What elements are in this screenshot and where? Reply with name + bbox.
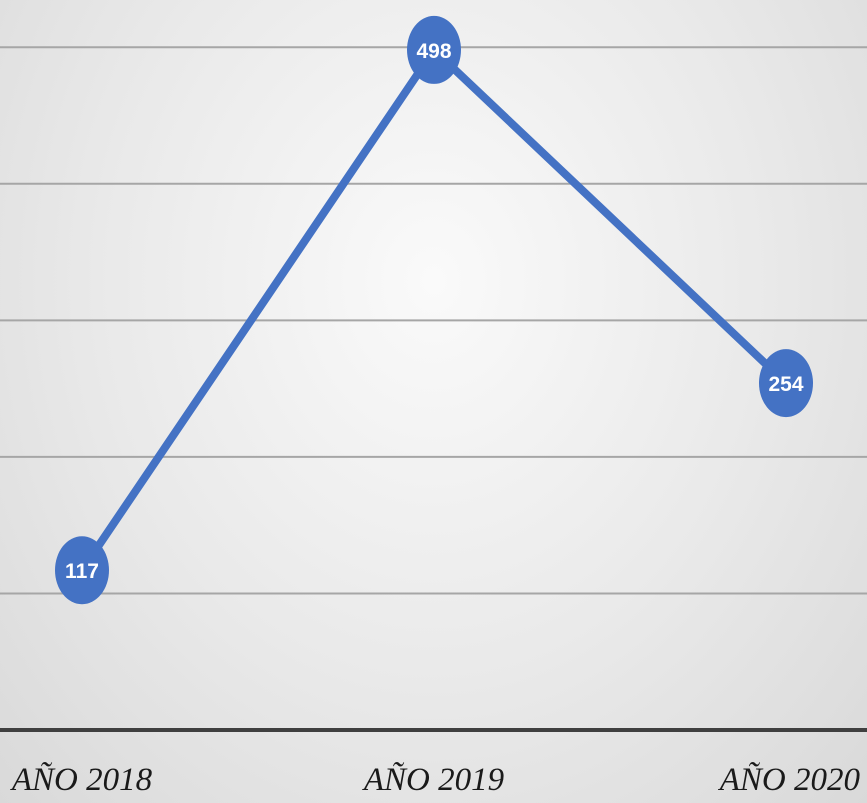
point-marker bbox=[55, 536, 109, 605]
data-label: 498 bbox=[416, 40, 451, 63]
data-points: 117 498 254 bbox=[55, 15, 813, 605]
x-axis-tick-labels: AÑO 2018 AÑO 2019 AÑO 2020 bbox=[10, 761, 861, 798]
gridlines bbox=[0, 46, 867, 595]
x-tick-label: AÑO 2020 bbox=[718, 761, 861, 798]
data-point-3: 254 bbox=[759, 349, 813, 418]
series-layer bbox=[78, 45, 790, 575]
data-point-1: 117 bbox=[55, 536, 109, 605]
series-line bbox=[78, 45, 790, 575]
data-label: 117 bbox=[65, 560, 99, 583]
point-marker bbox=[407, 15, 461, 84]
point-marker bbox=[759, 349, 813, 418]
data-label: 254 bbox=[768, 373, 803, 396]
x-tick-label: AÑO 2018 bbox=[10, 761, 153, 798]
data-point-2: 498 bbox=[407, 15, 461, 84]
x-tick-label: AÑO 2019 bbox=[362, 761, 504, 798]
